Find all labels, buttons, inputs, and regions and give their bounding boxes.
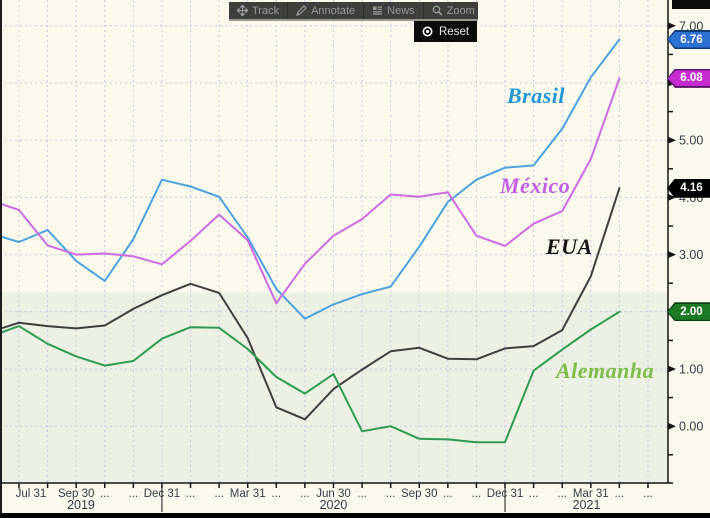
axes xyxy=(0,0,673,512)
x-tick-label: ... xyxy=(443,488,453,500)
news-icon xyxy=(372,5,383,16)
annotate-pencil-icon xyxy=(296,5,307,16)
x-tick-label: Mar 31 xyxy=(230,488,266,500)
x-tick-label: Dec 31 xyxy=(144,488,180,500)
y-major-tick xyxy=(668,136,676,144)
x-tick-label: ... xyxy=(100,488,110,500)
last-value-badge-eua: 4.16 xyxy=(667,178,710,198)
x-tick-label: Sep 30 xyxy=(401,488,437,500)
last-value-badge-alemanha: 2.00 xyxy=(667,302,710,322)
chart-toolbar: Track Annotate News Zoom xyxy=(229,2,478,21)
x-tick-label: ... xyxy=(529,488,539,500)
track-move-icon xyxy=(237,5,248,16)
series-label-eua: EUA xyxy=(546,234,593,259)
year-label: 2021 xyxy=(573,498,601,512)
y-axis-label: 3.00 xyxy=(679,248,703,262)
x-tick-label: ... xyxy=(357,488,367,500)
zoom-magnifier-icon xyxy=(432,5,443,16)
y-axis-label: 1.00 xyxy=(679,363,703,377)
reset-button[interactable]: Reset xyxy=(414,21,477,42)
x-tick-label: ... xyxy=(300,488,310,500)
x-tick-label: ... xyxy=(272,488,282,500)
last-value-badge-brasil: 6.76 xyxy=(667,30,710,50)
x-tick-label: Jul 31 xyxy=(16,488,47,500)
x-tick-label: ... xyxy=(557,488,567,500)
series-line-eua xyxy=(0,187,621,421)
series-line-brasil xyxy=(0,38,621,320)
window-top-bar xyxy=(672,0,710,9)
year-label: 2019 xyxy=(67,498,95,512)
annotate-button[interactable]: Annotate xyxy=(288,2,365,19)
y-axis-label: 0.00 xyxy=(679,420,703,434)
x-tick-label: Sep 30 xyxy=(58,488,94,500)
y-major-tick xyxy=(668,193,676,201)
y-major-tick xyxy=(668,22,676,30)
annotate-button-label: Annotate xyxy=(311,4,356,17)
y-axis-label: 7.00 xyxy=(679,19,703,33)
x-tick-label: ... xyxy=(615,488,625,500)
series-line-alemanha xyxy=(0,310,621,444)
x-tick-label: ... xyxy=(643,488,653,500)
track-button[interactable]: Track xyxy=(229,2,289,19)
series-label-alemanha: Alemanha xyxy=(556,358,655,383)
series-label-brasil: Brasil xyxy=(507,83,566,108)
window-bottom-bar xyxy=(0,513,710,518)
series-label-mexico: México xyxy=(500,173,571,198)
y-major-tick xyxy=(668,422,676,430)
y-axis-label: 5.00 xyxy=(679,134,703,148)
news-button-label: News xyxy=(387,4,415,17)
reset-button-label: Reset xyxy=(439,25,470,38)
zoom-button-label: Zoom xyxy=(446,4,475,17)
x-tick-label: Dec 31 xyxy=(487,488,523,500)
y-major-tick xyxy=(668,251,676,259)
x-tick-label: Mar 31 xyxy=(573,488,609,500)
year-label: 2020 xyxy=(320,498,348,512)
y-major-tick xyxy=(668,365,676,373)
x-tick-label: ... xyxy=(386,488,396,500)
series-line-mxico xyxy=(0,77,621,305)
track-button-label: Track xyxy=(252,4,280,17)
gridlines xyxy=(0,0,668,483)
last-value-badge-mexico: 6.08 xyxy=(667,68,710,88)
news-button[interactable]: News xyxy=(364,2,424,19)
x-tick-label: ... xyxy=(129,488,139,500)
reset-icon xyxy=(422,26,433,37)
x-tick-label: ... xyxy=(214,488,224,500)
plot-left-frame xyxy=(0,0,2,513)
x-tick-label: ... xyxy=(472,488,482,500)
zoom-button[interactable]: Zoom xyxy=(424,2,483,19)
x-tick-label: Jun 30 xyxy=(316,488,351,500)
x-tick-label: ... xyxy=(186,488,196,500)
